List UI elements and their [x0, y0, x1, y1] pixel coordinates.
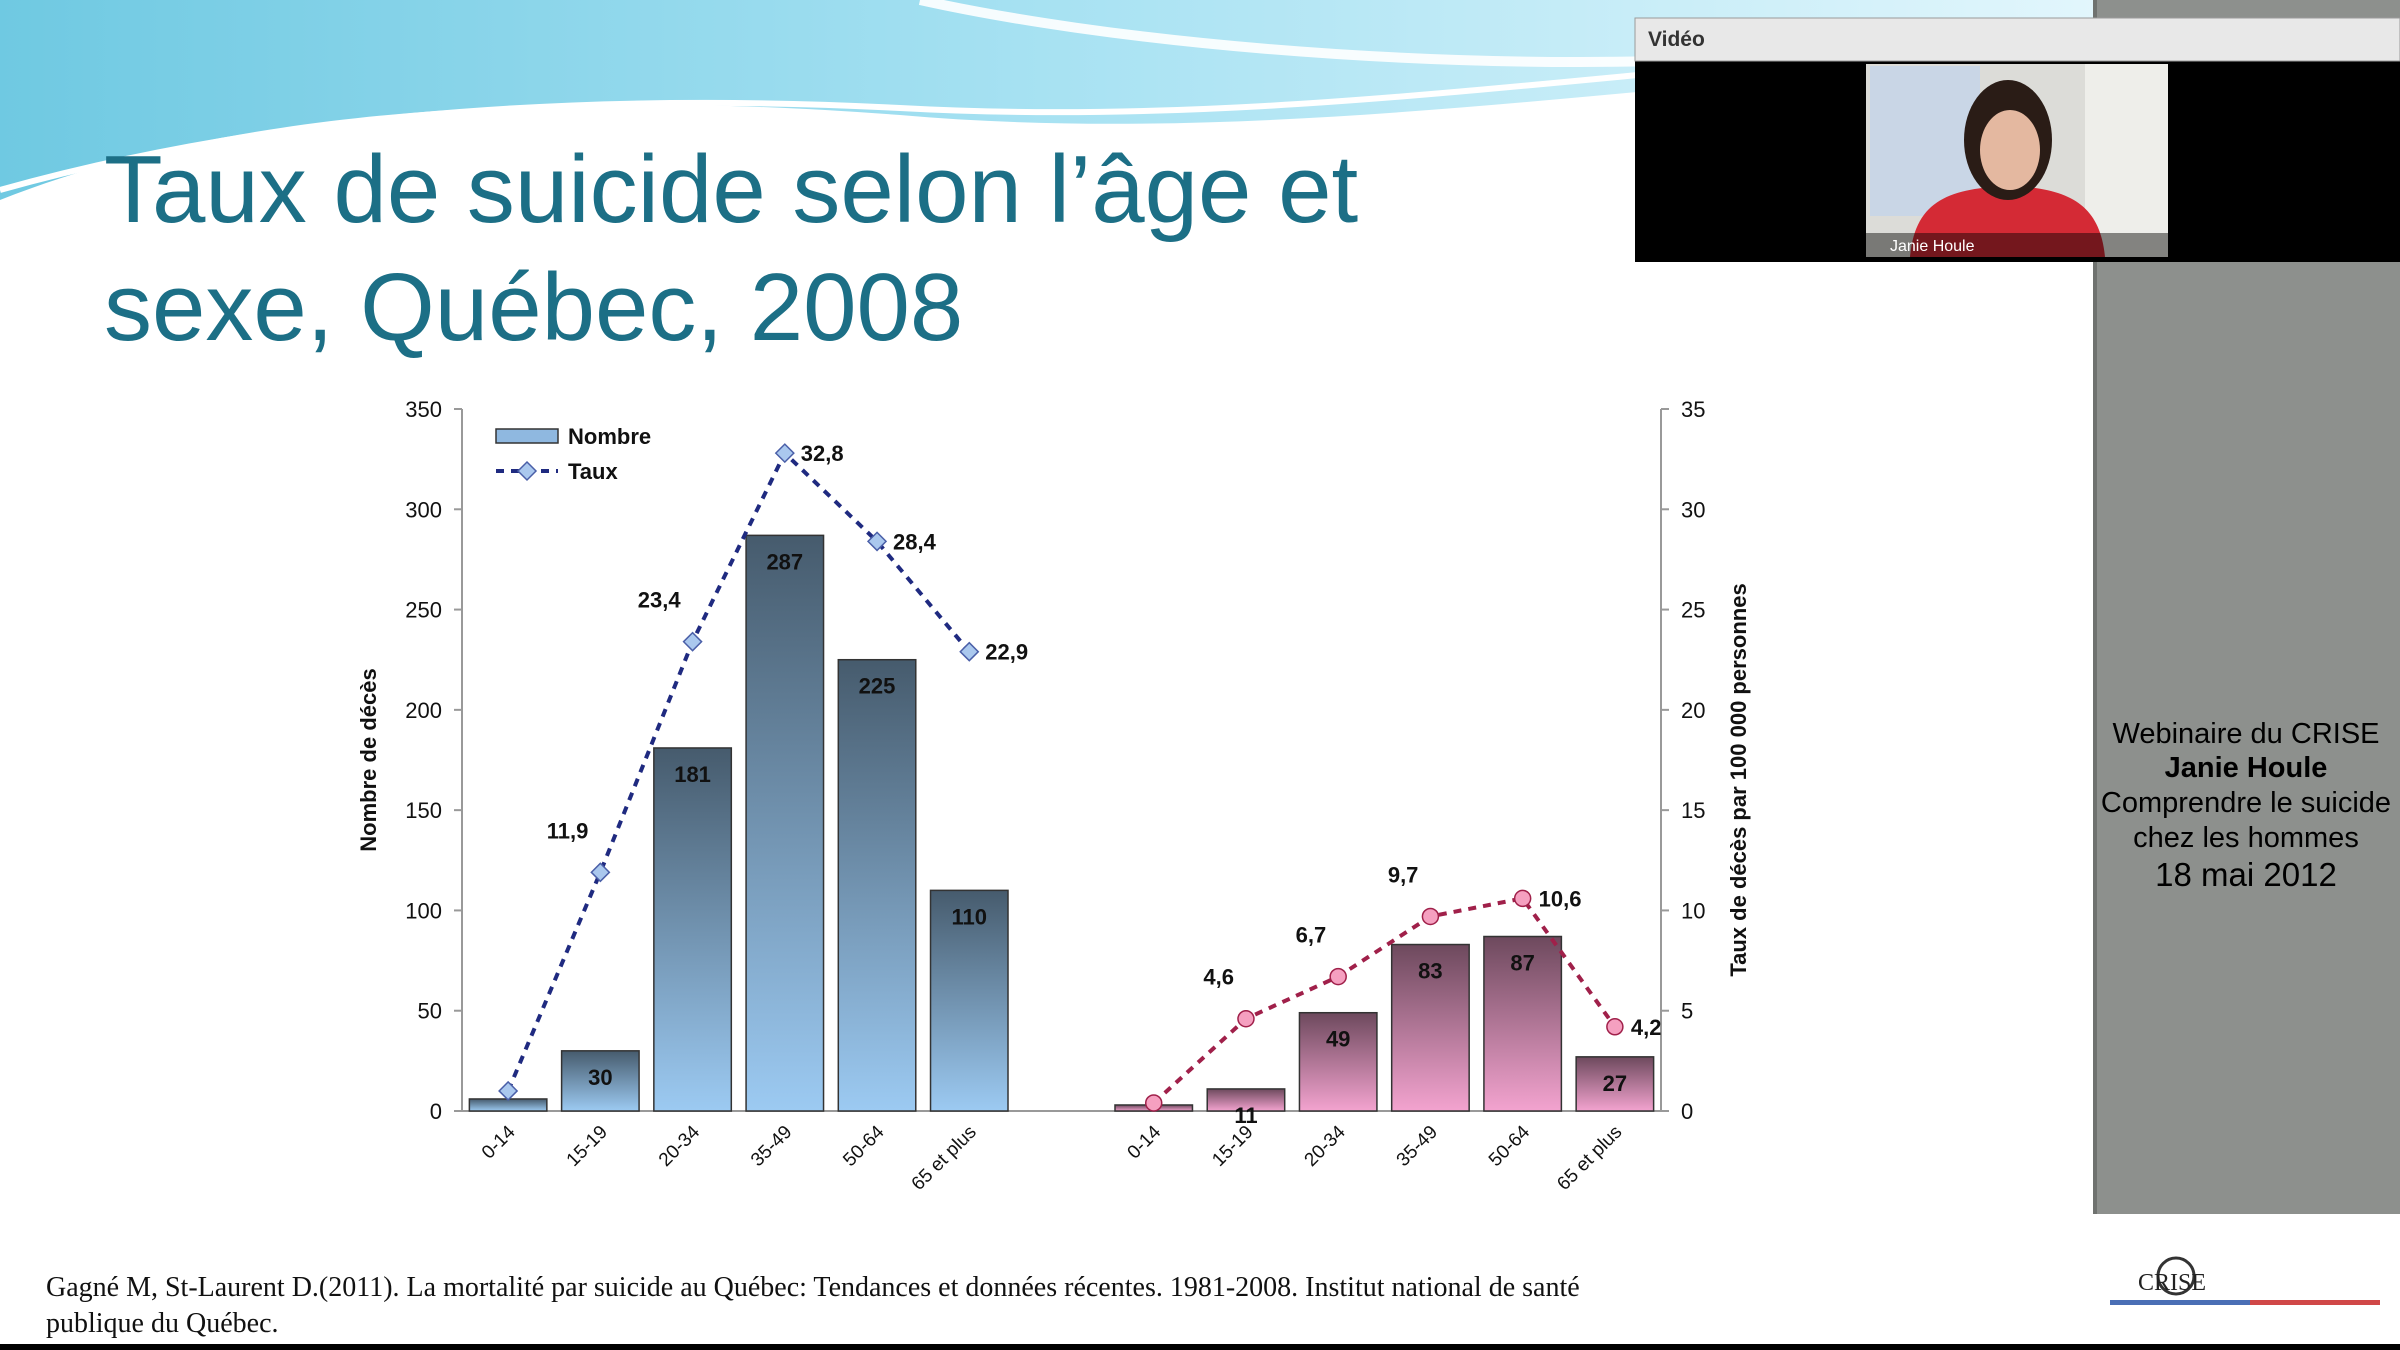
bar: [1390, 943, 1470, 1112]
slide-decoration: [0, 0, 2093, 200]
bar-value-label: 287: [766, 549, 803, 574]
rate-marker: [1513, 889, 1532, 908]
y2-tick-label: 15: [1681, 798, 1705, 823]
slide-decoration: [918, 0, 1701, 67]
rate-marker: [1329, 967, 1347, 986]
sidebar-text: Webinaire du CRISE: [2112, 718, 2379, 750]
y-tick-label: 100: [405, 898, 442, 923]
bar: [1298, 1011, 1378, 1112]
y2-axis-label: Taux de décès par 100 000 personnes: [1726, 583, 1751, 976]
y-tick-label: 0: [430, 1099, 442, 1124]
logo-text: CRISE: [2138, 1270, 2206, 1296]
bar-value-label: 49: [1326, 1027, 1350, 1052]
y2-tick-label: 30: [1681, 497, 1705, 522]
bar: [1206, 1088, 1286, 1112]
bar: [1575, 1056, 1655, 1112]
bar-value-label: 11: [1234, 1103, 1257, 1128]
bar: [929, 889, 1009, 1112]
y-tick-label: 300: [405, 497, 442, 522]
legend-swatch: [516, 460, 538, 482]
rate-line: [1152, 896, 1617, 1105]
rate-value-label: 23,4: [638, 588, 682, 613]
rate-marker: [1421, 907, 1440, 926]
sidebar-text: Janie Houle: [2165, 752, 2328, 784]
rate-value-label: 10,6: [1539, 886, 1582, 911]
bar-value-label: 110: [952, 904, 988, 929]
rate-marker: [866, 531, 888, 552]
chart: 0 50 100 150 200 250 300 350 0 5 10 15 20 25 30 35 Nombr…: [356, 397, 1751, 1195]
rate-value-label: 4,6: [1203, 965, 1234, 990]
bar: [653, 747, 733, 1112]
y2-tick-label: 25: [1681, 598, 1705, 623]
bar-value-label: 87: [1510, 951, 1534, 976]
rate-value-label: 6,7: [1296, 923, 1327, 948]
y2-tick-label: 20: [1681, 698, 1705, 723]
sidebar-text: 18 mai 2012: [2155, 856, 2337, 893]
rate-marker: [774, 443, 795, 464]
rate-value-label: 22,9: [985, 640, 1028, 665]
sidebar-text: chez les hommes: [2133, 822, 2359, 854]
legend-swatch: [495, 428, 559, 444]
name-strip: [1866, 233, 2168, 257]
logo-bar: [2110, 1300, 2380, 1305]
y2-tick-label: 5: [1681, 999, 1693, 1024]
legend-label: Taux: [568, 459, 618, 484]
y-tick-label: 250: [405, 598, 442, 623]
video-header[interactable]: [1634, 17, 2400, 62]
sidebar-edge: [2093, 0, 2097, 1214]
bar-value-label: 30: [588, 1065, 612, 1090]
speaker-face: [1980, 110, 2040, 190]
y-tick-label: 350: [405, 397, 442, 422]
rate-marker: [1237, 1009, 1255, 1028]
bar: [1483, 935, 1563, 1112]
rate-value-label: 28,4: [893, 529, 937, 554]
y2-tick-label: 10: [1681, 898, 1705, 923]
y-tick-label: 200: [405, 698, 442, 723]
bar: [560, 1050, 640, 1112]
logo-bar: [2250, 1300, 2380, 1305]
sidebar-text: Comprendre le suicide: [2101, 787, 2391, 819]
bar-value-label: 27: [1603, 1071, 1627, 1096]
bar: [745, 534, 825, 1112]
logo-mark: [2156, 1256, 2196, 1296]
rate-marker: [1606, 1018, 1624, 1036]
bar-value-label: 83: [1418, 959, 1442, 984]
y-tick-label: 150: [405, 798, 442, 823]
y2-tick-label: 0: [1681, 1099, 1693, 1124]
bar-value-label: 181: [674, 762, 711, 787]
rate-marker: [682, 631, 703, 652]
speaker-shirt: [1910, 186, 2105, 257]
rate-marker: [498, 1080, 519, 1102]
bottom-bar: [0, 1344, 2400, 1350]
rate-marker: [1144, 1094, 1163, 1112]
y2-tick-label: 35: [1681, 397, 1705, 422]
rate-marker: [590, 862, 611, 883]
rate-value-label: 4,2: [1631, 1015, 1662, 1040]
bar-value-label: 225: [859, 674, 896, 699]
video-background: [1870, 66, 1980, 216]
slide-title: sexe, Québec, 2008: [104, 254, 963, 361]
rate-value-label: 11,9: [547, 818, 589, 843]
citation: Gagné M, St-Laurent D.(2011). La mortali…: [46, 1272, 1580, 1303]
rate-line: [506, 449, 971, 1092]
bar: [837, 658, 917, 1112]
legend-label: Nombre: [568, 424, 651, 449]
y-axis-label: Nombre de décès: [356, 668, 381, 851]
y-tick-label: 50: [418, 999, 442, 1024]
video-background: [2085, 64, 2168, 257]
rate-value-label: 9,7: [1388, 862, 1419, 887]
slide-title: Taux de suicide selon l’âge et: [104, 136, 1358, 243]
rate-marker: [959, 641, 980, 662]
citation: publique du Québec.: [46, 1308, 279, 1339]
video-title: Vidéo: [1648, 28, 1705, 51]
speaker-name: Janie Houle: [1890, 238, 1975, 255]
logo-area: [2093, 1214, 2400, 1344]
rate-value-label: 32,8: [801, 441, 844, 466]
